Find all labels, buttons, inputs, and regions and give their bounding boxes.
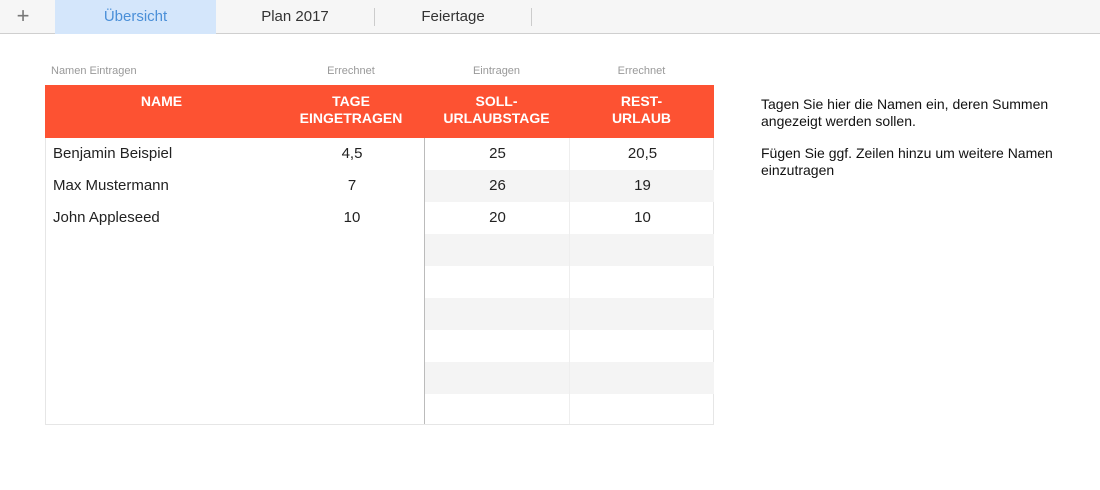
cell-tage[interactable]: 10 [343,209,361,226]
tab-uebersicht[interactable]: Übersicht [55,0,216,34]
table-body: Benjamin Beispiel 4,5 25 20,5 Max Muster… [45,138,714,425]
column-label: Errechnet [617,65,666,77]
column-divider [569,138,570,424]
sheet-tab-bar: + Übersicht Plan 2017 Feiertage [0,0,1100,34]
header-rest-urlaub[interactable]: REST- URLAUB [611,93,672,126]
header-tage-eingetragen[interactable]: TAGE EINGETRAGEN [299,93,403,126]
cell-name[interactable]: John Appleseed [53,209,160,226]
tab-divider [531,8,532,26]
cell-soll[interactable]: 26 [489,177,506,194]
cell-rest[interactable]: 10 [634,209,651,226]
header-soll-urlaubstage[interactable]: SOLL- URLAUBSTAGE [443,93,550,126]
tab-feiertage[interactable]: Feiertage [421,8,485,25]
cell-soll[interactable]: 20 [489,209,506,226]
column-label: Namen Eintragen [51,65,137,77]
cell-name[interactable]: Benjamin Beispiel [53,145,173,162]
cell-rest[interactable]: 20,5 [627,145,658,162]
column-label: Errechnet [327,65,375,77]
note-text: Tagen Sie hier die Namen ein, deren Summ… [761,96,1049,129]
tab-divider [374,8,375,26]
plus-icon[interactable]: + [16,3,30,28]
cell-name[interactable]: Max Mustermann [53,177,169,194]
cell-soll[interactable]: 25 [489,145,506,162]
note-text: Fügen Sie ggf. Zeilen hinzu um weitere N… [761,145,1053,178]
column-label: Eintragen [472,65,521,77]
cell-tage[interactable]: 4,5 [341,145,363,162]
cell-rest[interactable]: 19 [634,177,651,194]
cell-tage[interactable]: 7 [347,177,357,194]
tab-plan-2017[interactable]: Plan 2017 [261,8,329,25]
header-name[interactable]: NAME [140,93,183,109]
column-divider [424,138,425,424]
table-header: NAME TAGE EINGETRAGEN SOLL- URLAUBSTAGE … [45,85,714,138]
